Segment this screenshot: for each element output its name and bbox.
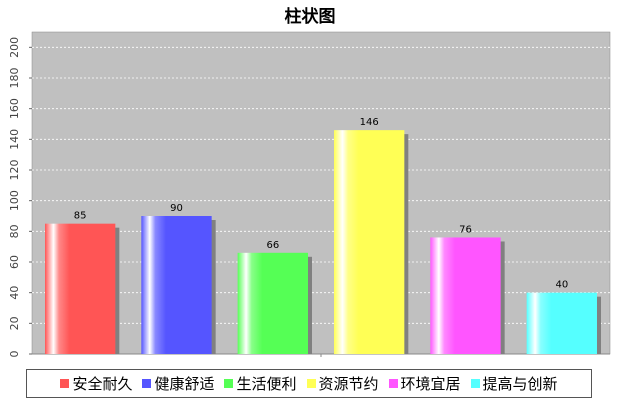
legend-label: 环境宜居 [400,375,461,393]
y-tick-label: 60 [8,255,21,269]
legend-label: 生活便利 [236,375,297,393]
bar[interactable] [141,216,212,354]
legend-item: 生活便利 [224,373,297,394]
bar[interactable] [526,292,597,354]
y-tick-label: 100 [8,190,21,211]
legend-item: 安全耐久 [60,373,132,394]
data-label: 66 [266,240,279,251]
legend-item: 提高与创新 [470,373,558,394]
y-tick-label: 120 [8,160,21,181]
bar[interactable] [45,223,116,354]
plot-area [31,31,611,355]
y-tick-label: 40 [8,286,21,300]
legend-item: 资源节约 [306,373,379,394]
data-label: 146 [360,117,379,128]
bars [45,130,601,354]
legend-swatch [142,379,152,388]
legend-swatch [388,379,398,388]
legend-swatch [60,379,70,388]
legend-label: 资源节约 [318,375,379,393]
data-label: 40 [555,280,568,291]
data-label: 90 [170,203,183,214]
legend: 安全耐久 健康舒适 生活便利 资源节约 环境宜居 提高与创新 [26,369,592,398]
chart-title: 柱状图 [284,7,336,27]
legend-label: 提高与创新 [482,375,558,393]
legend-swatch [224,379,234,388]
y-tick-label: 80 [8,224,21,238]
data-labels: 85 90 66 146 76 40 [74,117,568,291]
y-tick-label: 140 [8,129,21,150]
bar[interactable] [334,130,405,354]
y-tick-label: 200 [8,37,21,58]
data-label: 76 [459,224,472,235]
bar[interactable] [237,252,308,354]
y-tick-label: 160 [8,98,21,119]
y-axis: 0 20 40 60 80 100 120 140 160 180 200 [8,37,610,358]
y-tick-label: 180 [8,68,21,89]
legend-label: 健康舒适 [154,375,215,393]
y-tick-label: 20 [8,316,21,330]
legend-item: 环境宜居 [388,373,461,394]
legend-item: 健康舒适 [142,373,214,394]
data-label: 85 [74,211,87,222]
legend-label: 安全耐久 [72,375,133,393]
y-tick-label: 0 [8,351,21,358]
legend-swatch [306,379,316,388]
legend-swatch [470,379,480,388]
bar[interactable] [430,237,501,354]
